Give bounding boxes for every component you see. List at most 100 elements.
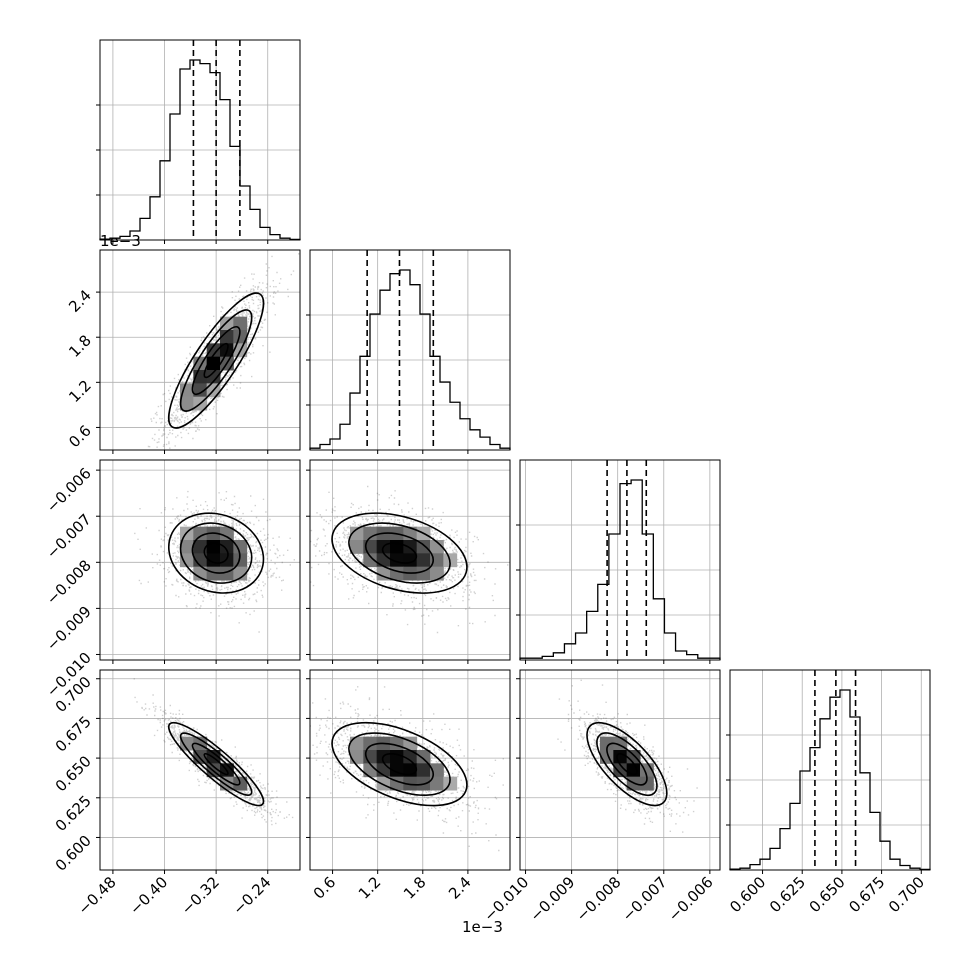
grid-lines (100, 40, 300, 240)
panel-frame (99, 459, 301, 661)
y-offset-label: 1e−3 (100, 232, 141, 250)
y-tick-label: 1.2 (65, 376, 95, 406)
density-cell (430, 776, 444, 791)
histogram-2 (519, 479, 721, 660)
density-cell (180, 736, 194, 751)
density-cell (363, 736, 378, 751)
density-cell (206, 370, 221, 384)
grid-lines (100, 460, 300, 660)
density-cell (350, 750, 364, 764)
y-tick-label: 0.600 (52, 832, 95, 875)
density-cell (430, 566, 444, 581)
y-tick-label: −0.008 (43, 556, 95, 608)
density-cell (403, 776, 418, 791)
contour-0.5 (381, 752, 418, 776)
contour-0.5 (381, 542, 418, 564)
density-cell (220, 540, 234, 554)
density-cell (613, 763, 628, 778)
contour-1 (191, 532, 241, 574)
panel-frame (519, 459, 721, 661)
contour-1 (364, 532, 434, 574)
x-tick-label: −0.006 (665, 873, 717, 925)
density-cell (376, 776, 391, 791)
y-tick-label: 2.4 (65, 286, 95, 316)
density-cell (220, 526, 234, 541)
panel-frame (99, 669, 301, 871)
y-tick-label: 0.6 (65, 422, 95, 452)
x-tick-label: 0.600 (726, 873, 769, 916)
panel-frame (729, 669, 931, 871)
contour-1.5 (348, 522, 451, 584)
contour-2 (167, 512, 265, 594)
density-cell (350, 526, 364, 541)
contour-2 (331, 512, 468, 594)
density-panel-3-2 (557, 679, 698, 833)
y-tick-label: −0.009 (43, 602, 95, 654)
panel-frame (309, 249, 511, 451)
density-cell (206, 566, 221, 581)
x-tick-label: 0.675 (845, 873, 888, 916)
density-cell (430, 540, 444, 554)
density-cell (193, 566, 208, 581)
contour-0.5 (203, 342, 229, 379)
density-cell (220, 553, 234, 568)
density-cell (220, 330, 234, 344)
panel-frame (309, 669, 511, 871)
grid-lines (730, 670, 930, 870)
contour-0.5 (203, 752, 229, 776)
histogram-0 (99, 59, 301, 241)
density-panel-3-0 (133, 678, 294, 826)
y-tick-label: 0.675 (52, 713, 95, 756)
contour-1.5 (179, 309, 253, 412)
density-cell (376, 553, 391, 568)
panel-frame (99, 39, 301, 241)
density-cell (350, 540, 364, 554)
density-cell (193, 526, 208, 541)
density-cell (233, 553, 248, 568)
density-cell (233, 330, 248, 344)
x-tick-label: −0.009 (526, 873, 578, 925)
x-tick-label: 1.8 (400, 873, 430, 903)
density-cell (600, 736, 614, 751)
x-tick-label: −0.008 (573, 873, 625, 925)
contour-1.5 (596, 732, 658, 796)
density-panel-2-1 (310, 485, 509, 634)
contour-0.5 (203, 542, 229, 564)
density-cell (220, 316, 234, 331)
x-tick-label: −0.32 (178, 873, 223, 918)
density-cell (193, 553, 208, 568)
histogram-1 (309, 269, 511, 450)
density-panel-2-0 (134, 490, 295, 633)
x-offset-label: 1e−3 (462, 918, 503, 936)
y-tick-label: 1.8 (65, 331, 95, 361)
x-tick-label: 0.650 (806, 873, 849, 916)
contour-1.5 (179, 522, 253, 584)
density-cell (363, 526, 378, 541)
x-tick-label: −0.40 (126, 873, 171, 918)
density-cell (206, 540, 221, 554)
panel-frame (309, 459, 511, 661)
density-cell (403, 750, 418, 764)
contour-1 (364, 742, 434, 786)
x-tick-label: −0.007 (619, 873, 671, 925)
density-cell (180, 553, 194, 568)
contour-1 (606, 742, 648, 786)
density-cell (180, 540, 194, 554)
density-cell (416, 553, 431, 568)
contour-2 (586, 721, 668, 807)
contour-1.5 (348, 732, 451, 796)
histogram-3 (729, 689, 931, 871)
y-tick-label: −0.006 (43, 464, 95, 516)
y-tick-label: 0.625 (52, 792, 95, 835)
grid-lines (100, 250, 300, 450)
density-cell (613, 750, 628, 764)
density-cell (233, 316, 248, 331)
contour-2 (167, 721, 265, 807)
x-tick-label: 0.700 (885, 873, 928, 916)
density-cell (363, 763, 378, 778)
density-cell (416, 750, 431, 764)
y-tick-label: 0.650 (52, 752, 95, 795)
x-tick-label: −0.48 (74, 873, 119, 918)
contour-1 (191, 742, 241, 786)
